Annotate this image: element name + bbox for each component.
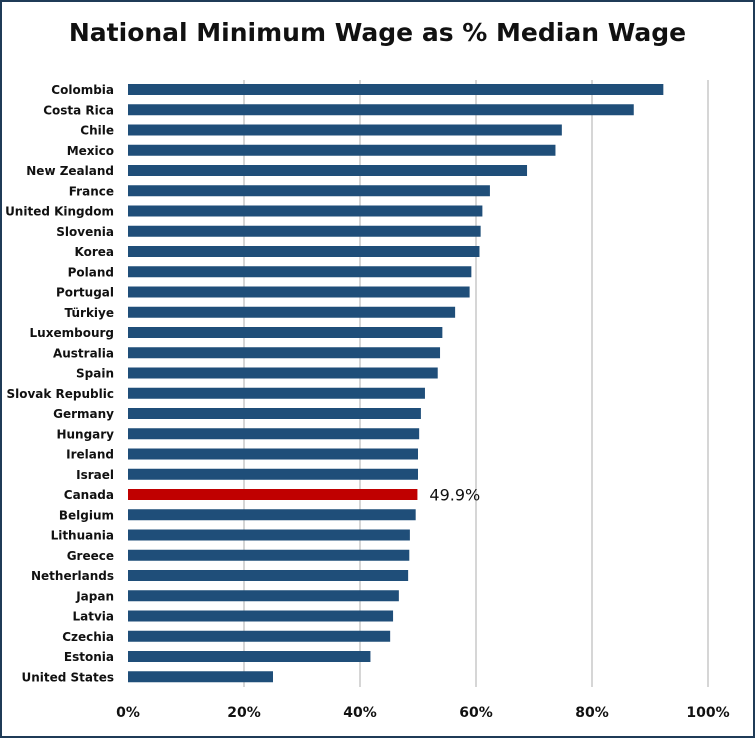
bar-japan: [128, 590, 399, 602]
category-label: Chile: [80, 124, 114, 138]
category-label: Mexico: [67, 144, 114, 158]
x-tick-label: 20%: [227, 705, 261, 721]
x-tick-label: 40%: [343, 705, 377, 721]
category-label: Poland: [68, 265, 114, 279]
data-label: 49.9%: [429, 486, 480, 505]
category-label: Estonia: [64, 650, 114, 664]
category-label: Spain: [76, 367, 114, 381]
bar-latvia: [128, 610, 394, 622]
category-label: New Zealand: [26, 164, 114, 178]
bar-türkiye: [128, 306, 456, 318]
bar-spain: [128, 367, 438, 379]
category-label: Canada: [64, 488, 114, 502]
category-label: Colombia: [51, 83, 114, 97]
category-label: Slovenia: [56, 225, 114, 239]
bar-hungary: [128, 428, 420, 440]
x-axis-tick-labels: 0% 20% 40% 60% 80% 100%: [116, 705, 730, 721]
bar-belgium: [128, 509, 416, 521]
category-label: Czechia: [62, 630, 114, 644]
category-label: Korea: [75, 245, 115, 259]
chart-title: National Minimum Wage as % Median Wage: [68, 18, 687, 47]
bar-slovak-republic: [128, 387, 425, 399]
category-label: Germany: [53, 407, 114, 421]
category-label: Israel: [76, 468, 114, 482]
category-label: Hungary: [56, 427, 114, 441]
category-label: Ireland: [66, 448, 114, 462]
category-label: Türkiye: [64, 306, 114, 320]
category-labels: Colombia Costa Rica Chile Mexico New Zealand…: [5, 83, 114, 684]
bar-portugal: [128, 286, 470, 298]
bar-luxembourg: [128, 327, 443, 338]
x-tick-label: 60%: [459, 705, 493, 721]
category-label: United Kingdom: [5, 205, 114, 219]
category-label: Japan: [75, 589, 114, 603]
x-tick-label: 0%: [116, 705, 140, 721]
bar-canada: [128, 489, 418, 500]
x-tick-label: 80%: [575, 705, 609, 721]
category-label: Lithuania: [51, 529, 114, 543]
category-label: Costa Rica: [43, 103, 114, 117]
category-label: Slovak Republic: [6, 387, 114, 401]
category-label: Belgium: [59, 508, 114, 522]
bars: [128, 84, 664, 683]
category-label: Greece: [67, 549, 114, 563]
bar-israel: [128, 468, 418, 480]
gridlines: [243, 80, 709, 687]
x-tick-label: 100%: [686, 705, 729, 721]
category-label: Luxembourg: [30, 326, 114, 340]
category-label: Netherlands: [31, 569, 114, 583]
bar-united-states: [128, 671, 273, 683]
bar-estonia: [128, 651, 371, 662]
bar-ireland: [128, 448, 418, 460]
bar-slovenia: [128, 225, 481, 237]
bar-australia: [128, 347, 441, 359]
bar-lithuania: [128, 529, 410, 541]
bar-poland: [128, 266, 472, 278]
category-label: United States: [21, 670, 114, 684]
bar-germany: [128, 408, 421, 419]
category-label: Australia: [53, 346, 114, 360]
bar-costa-rica: [128, 104, 634, 116]
bar-new-zealand: [128, 165, 528, 176]
bar-mexico: [128, 144, 556, 156]
category-label: France: [69, 184, 114, 198]
bar-united-kingdom: [128, 205, 483, 217]
data-labels: 49.9%: [429, 486, 480, 505]
bar-france: [128, 185, 490, 197]
bar-czechia: [128, 630, 391, 642]
bar-netherlands: [128, 570, 409, 581]
bar-colombia: [128, 84, 664, 95]
category-label: Portugal: [56, 286, 114, 300]
bar-chile: [128, 124, 562, 136]
bar-korea: [128, 246, 480, 257]
category-label: Latvia: [72, 610, 114, 624]
bar-greece: [128, 549, 410, 561]
